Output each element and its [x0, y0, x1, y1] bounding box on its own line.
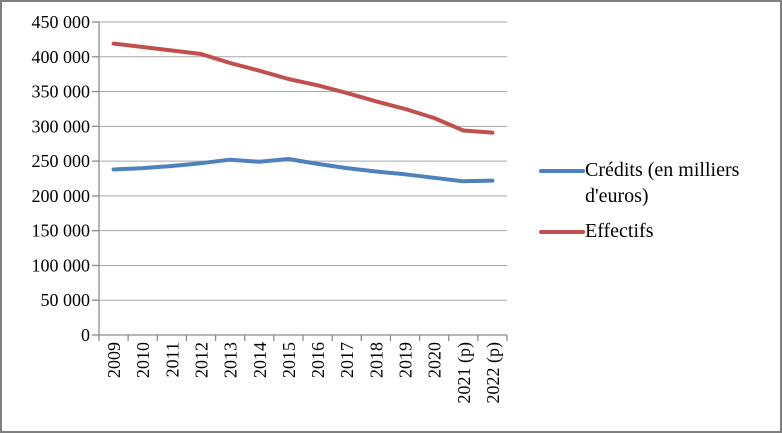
- series-line-credits[interactable]: [111, 157, 495, 184]
- legend-label-effectifs: Effectifs: [585, 220, 654, 243]
- legend-line-swatch-effectifs-icon: [539, 230, 585, 235]
- x-axis-category-label: 2020: [425, 342, 445, 378]
- x-axis-category-label: 2022 (p): [483, 342, 504, 404]
- x-axis-category-label: 2019: [396, 342, 416, 378]
- series-line-effectifs[interactable]: [111, 41, 495, 135]
- y-axis-tick-label: 100 000: [32, 255, 91, 275]
- x-axis-category-label: 2009: [104, 342, 124, 378]
- y-axis-tick-label: 200 000: [32, 186, 91, 206]
- x-axis-category-label: 2018: [366, 342, 386, 378]
- y-axis-tick-label: 250 000: [32, 151, 91, 171]
- y-axis-tick-label: 300 000: [32, 116, 91, 136]
- x-axis-category-label: 2011: [162, 342, 182, 377]
- x-axis-category-label: 2010: [133, 342, 153, 378]
- legend-item-credits[interactable]: Crédits (en milliers d'euros): [539, 158, 779, 209]
- x-axis-category-label: 2017: [337, 342, 357, 378]
- x-axis-category-label: 2016: [308, 342, 328, 378]
- y-axis-tick-label: 0: [81, 325, 90, 345]
- x-axis-category-label: 2012: [192, 342, 212, 378]
- x-axis-category-label: 2015: [279, 342, 299, 378]
- legend-line-swatch-credits-icon: [539, 169, 585, 173]
- y-axis-tick-label: 450 000: [32, 12, 91, 32]
- y-axis-tick-label: 50 000: [41, 290, 91, 310]
- y-axis-tick-label: 150 000: [32, 221, 91, 241]
- chart-legend: Crédits (en milliers d'euros) Effectifs: [539, 158, 779, 255]
- y-axis-tick-label: 400 000: [32, 47, 91, 67]
- legend-item-effectifs[interactable]: Effectifs: [539, 219, 779, 245]
- y-axis-tick-label: 350 000: [32, 82, 91, 102]
- x-axis-category-label: 2013: [221, 342, 241, 378]
- legend-label-credits: Crédits (en milliers d'euros): [585, 159, 740, 207]
- x-axis-category-label: 2021 (p): [454, 342, 475, 404]
- x-axis-category-label: 2014: [250, 342, 270, 378]
